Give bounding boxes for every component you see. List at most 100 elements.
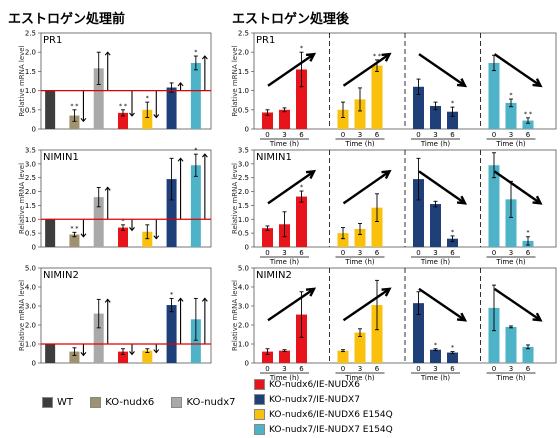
bar (447, 111, 458, 129)
y-tick-label: 0.5 (25, 106, 36, 114)
x-tick-label: 3 (282, 365, 286, 373)
trend-arrowhead (104, 298, 111, 303)
bar (488, 307, 500, 363)
trend-arrowhead (177, 297, 184, 302)
x-tick-label: 3 (509, 131, 513, 139)
bar (296, 314, 307, 363)
trend-arrow (342, 287, 391, 322)
trend-arrow (342, 170, 391, 205)
x-axis-label: Time (h) (495, 374, 526, 382)
trend-arrowhead (201, 55, 208, 60)
bar (430, 204, 441, 247)
legend-item-wt: WT (42, 397, 73, 408)
gene-name-label: PR1 (43, 35, 62, 46)
legend-label: KO-nudx7/IE-NUDX7 E154Q (269, 424, 393, 435)
bar (93, 68, 104, 129)
y-tick-label: 0 (32, 360, 36, 368)
y-tick-label: 2.0 (238, 188, 249, 196)
bar (118, 112, 128, 129)
x-axis-label: Time (h) (495, 258, 526, 266)
bar (166, 305, 177, 363)
x-axis-label: Time (h) (344, 374, 375, 382)
legend-item-ie-nudx6: KO-nudx6/IE-NUDX6 (254, 378, 404, 391)
bar (522, 346, 534, 363)
significance-mark: * (451, 229, 454, 236)
significance-mark: * (300, 45, 303, 52)
bar (296, 69, 307, 129)
bar (505, 326, 517, 363)
legend-item-ko-nudx6: KO-nudx6 (90, 397, 154, 408)
x-tick-label: 3 (433, 365, 437, 373)
bar (413, 303, 424, 363)
y-tick-label: 4.0 (238, 284, 249, 292)
x-axis-label: Time (h) (420, 258, 451, 266)
significance-mark: * (451, 345, 454, 352)
trend-arrow (267, 170, 315, 205)
x-tick-label: 6 (375, 131, 380, 139)
trend-arrow (493, 170, 542, 205)
bar (142, 109, 153, 129)
bar (337, 109, 349, 129)
bar (413, 179, 424, 247)
gene-name-label: NIMIN2 (43, 270, 79, 281)
y-tick-label: 0 (245, 360, 249, 368)
trend-arrowhead (80, 233, 87, 238)
legend-label: KO-nudx7 (186, 397, 236, 408)
y-tick-label: 2.0 (238, 322, 249, 330)
x-axis-label: Time (h) (344, 140, 375, 148)
significance-mark: * (451, 100, 454, 107)
x-tick-label: 3 (358, 131, 362, 139)
trend-arrowhead (532, 312, 543, 322)
bar (279, 109, 290, 129)
y-tick-label: 3.0 (25, 160, 36, 168)
bar (142, 350, 153, 363)
bar (262, 112, 273, 129)
y-tick-label: 1.0 (238, 87, 249, 95)
bar (430, 105, 441, 129)
y-tick-label: 1.5 (25, 202, 36, 210)
y-tick-label: 1.5 (238, 68, 249, 76)
x-axis-label: Time (h) (420, 140, 451, 148)
x-axis-label: Time (h) (269, 258, 300, 266)
bar (488, 165, 500, 247)
bar (430, 349, 441, 363)
y-axis-label: Relative mRNA level (231, 280, 239, 351)
x-tick-label: 6 (299, 365, 304, 373)
bar (447, 238, 458, 247)
significance-mark: * (300, 184, 303, 191)
y-tick-label: 1.0 (25, 216, 36, 224)
bar (371, 207, 383, 247)
trend-arrowhead (305, 52, 317, 62)
y-tick-label: 3.5 (238, 147, 249, 155)
y-tick-label: 2.5 (238, 30, 249, 38)
trend-arrowhead (129, 112, 135, 117)
x-tick-label: 3 (509, 365, 513, 373)
trend-arrowhead (129, 351, 135, 356)
trend-arrowhead (456, 195, 468, 205)
significance-mark: * * (70, 225, 78, 232)
trend-arrowhead (153, 235, 160, 240)
y-tick-label: 3.0 (25, 303, 36, 311)
bar (505, 102, 517, 129)
y-tick-label: 1.0 (25, 87, 36, 95)
trend-arrow (267, 53, 315, 87)
trend-arrow (267, 287, 315, 322)
y-tick-label: 5.0 (25, 265, 36, 273)
trend-arrowhead (305, 169, 317, 180)
y-tick-label: 2.5 (25, 174, 36, 182)
legend-swatch (171, 397, 183, 408)
x-tick-label: 0 (341, 249, 345, 257)
y-tick-label: 2.0 (25, 49, 36, 57)
x-tick-label: 0 (341, 131, 345, 139)
bar (262, 228, 273, 247)
x-tick-label: 6 (375, 365, 380, 373)
x-axis-label: Time (h) (269, 140, 300, 148)
x-tick-label: 0 (416, 249, 420, 257)
y-tick-label: 1.0 (25, 341, 36, 349)
x-tick-label: 0 (416, 365, 420, 373)
legend-label: WT (57, 397, 73, 408)
significance-mark: * (146, 95, 149, 102)
bar (488, 62, 500, 130)
y-axis-label: Relative mRNA level (231, 45, 239, 116)
x-tick-label: 6 (299, 131, 304, 139)
